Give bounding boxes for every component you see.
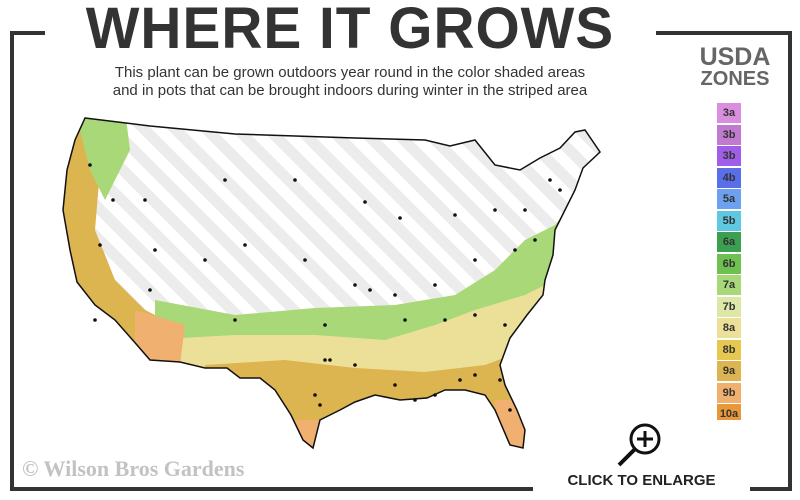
legend-zone-8a: 8a [717,318,741,338]
legend-zone-9b: 9b [717,382,741,403]
legend-zone-7a: 7a [717,275,741,295]
click-to-enlarge-button[interactable]: CLICK TO ENLARGE [533,420,750,500]
legend-zone-4b: 4b [717,167,741,188]
city-dot [393,293,397,297]
city-dot [393,383,397,387]
city-dot [548,178,552,182]
zone-band-florida [495,400,535,448]
us-hardiness-map[interactable] [55,110,615,460]
city-dot [523,208,527,212]
legend-title-line-2: ZONES [700,68,770,90]
click-to-enlarge-label: CLICK TO ENLARGE [567,472,716,489]
city-dot [88,163,92,167]
city-dot [368,288,372,292]
city-dot [508,408,512,412]
city-dot [533,238,537,242]
frame-left [10,31,14,491]
zone-band-texas-tip [295,420,330,448]
legend-zone-9a: 9a [717,361,741,381]
city-dot [458,378,462,382]
city-dot [98,243,102,247]
city-dot [363,200,367,204]
city-dot [148,288,152,292]
city-dot [413,398,417,402]
city-dot [328,358,332,362]
zoom-in-icon [617,423,661,467]
city-dot [303,258,307,262]
city-dot [403,318,407,322]
city-dot [513,248,517,252]
legend-title-line-1: USDA [699,43,771,71]
legend-zone-5b: 5b [717,210,741,231]
legend-zone-6b: 6b [717,253,741,274]
city-dot [111,198,115,202]
watermark: © Wilson Bros Gardens [22,456,245,481]
subtitle: This plant can be grown outdoors year ro… [40,64,660,100]
city-dot [498,378,502,382]
city-dot [473,313,477,317]
zone-band-northwest [75,118,130,200]
city-dot [473,258,477,262]
city-dot [323,323,327,327]
city-dot [433,283,437,287]
subtitle-line-2: and in pots that can be brought indoors … [112,82,588,99]
city-dots [88,163,562,412]
legend-zone-5a: 5a [717,189,741,209]
map-fill [63,118,600,448]
city-dot [443,318,447,322]
city-dot [223,178,227,182]
city-dot [313,393,317,397]
city-dot [203,258,207,262]
city-dot [433,393,437,397]
subtitle-line-1: This plant can be grown outdoors year ro… [114,64,586,81]
legend-zone-3a: 3a [717,103,741,123]
city-dot [293,178,297,182]
city-dot [473,373,477,377]
zone-legend: 3a3b3b4b5a5b6a6b7a7b8a8b9a9b10a10b [717,103,741,447]
zone-band-arizona [135,310,185,365]
city-dot [398,216,402,220]
legend-zone-10a: 10a [717,404,741,424]
city-dot [493,208,497,212]
city-dot [503,323,507,327]
legend-title: USDA ZONES [680,43,790,91]
city-dot [318,403,322,407]
city-dot [453,213,457,217]
legend-zone-7b: 7b [717,296,741,317]
city-dot [243,243,247,247]
page-title: WHERE IT GROWS [85,0,615,61]
city-dot [233,318,237,322]
legend-zone-6a: 6a [717,232,741,252]
legend-zone-3b: 3b [717,124,741,145]
legend-zone-8b: 8b [717,339,741,360]
city-dot [353,283,357,287]
legend-zone-3b: 3b [717,146,741,166]
city-dot [143,198,147,202]
city-dot [323,358,327,362]
frame-top-left [10,31,45,35]
city-dot [93,318,97,322]
city-dot [153,248,157,252]
frame-bottom [10,487,792,491]
city-dot [558,188,562,192]
frame-right [788,31,792,491]
frame-top-right [656,31,792,35]
city-dot [353,363,357,367]
